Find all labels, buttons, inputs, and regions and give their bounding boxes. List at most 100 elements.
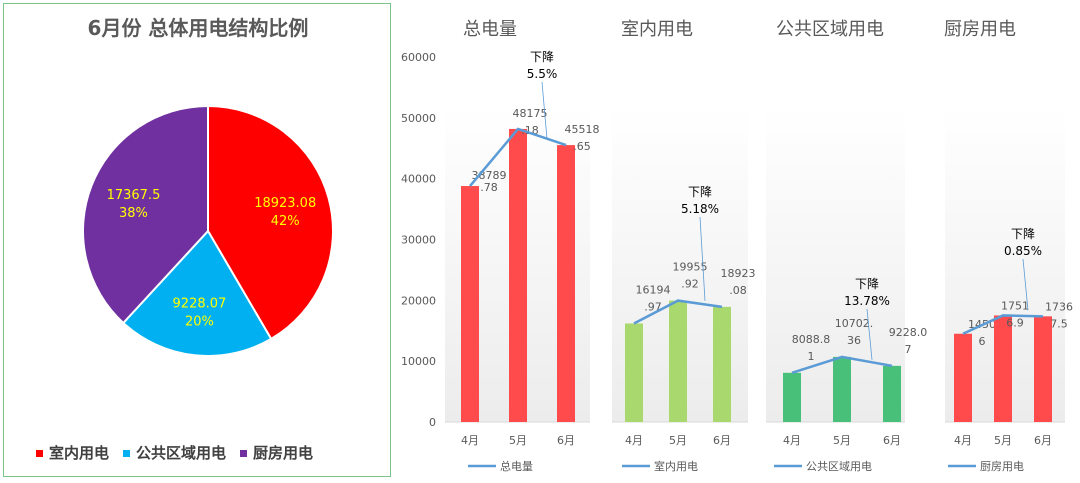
legend-swatch	[36, 450, 43, 457]
panel-title: 室内用电	[621, 19, 693, 40]
x-tick-label: 4月	[783, 434, 801, 447]
panel-title: 厨房用电	[944, 19, 1016, 40]
slice-value-label: 17367.5	[107, 188, 161, 203]
trend-line	[791, 355, 893, 374]
data-label: 48175	[513, 107, 548, 120]
change-note: 5.5%	[527, 67, 558, 81]
x-tick-label: 6月	[883, 434, 901, 447]
panel-title: 公共区域用电	[776, 19, 884, 40]
data-label: .78	[480, 181, 498, 194]
note-leader-line	[1022, 258, 1029, 311]
x-tick-label: 5月	[994, 434, 1012, 447]
pie-chart: 18923.08 42% 9228.07 20% 17367.5 38%	[82, 104, 334, 357]
data-label: 6.9	[1006, 316, 1024, 329]
legend-label: 室内用电	[654, 459, 698, 473]
slice-percent-label: 42%	[271, 214, 300, 229]
data-label: 38789	[472, 169, 507, 182]
bar	[509, 128, 527, 422]
y-tick-label: 60000	[401, 51, 436, 64]
x-tick-label: 6月	[557, 434, 575, 447]
panel-background	[445, 105, 590, 422]
bar	[994, 315, 1012, 422]
data-label: .65	[573, 140, 591, 153]
legend-item: 室内用电	[36, 442, 109, 463]
x-tick-label: 6月	[1034, 434, 1052, 447]
data-label: 9228.0	[889, 326, 928, 339]
data-label: .92	[681, 278, 699, 291]
legend-item: 厨房用电	[240, 442, 313, 463]
legend-label: 总电量	[500, 459, 533, 473]
x-tick-label: 4月	[954, 434, 972, 447]
pie-slice	[82, 104, 209, 325]
data-label: 1	[808, 350, 815, 363]
legend-swatch	[240, 450, 248, 457]
data-label: 8088.8	[792, 333, 831, 346]
legend-swatch	[123, 450, 131, 457]
x-tick-label: 4月	[461, 434, 479, 447]
pie-title: 6月份 总体用电结构比例	[87, 16, 309, 40]
data-label: 6	[979, 335, 986, 348]
x-tick-label: 5月	[833, 434, 851, 447]
data-label: .18	[521, 124, 539, 137]
trend-line	[962, 314, 1044, 335]
bar	[713, 306, 731, 422]
legend-label: 公共区域用电	[806, 460, 872, 473]
change-note: 下降	[1011, 227, 1035, 241]
slice-percent-label: 38%	[119, 206, 148, 221]
trend-line	[633, 299, 723, 325]
panel-background	[612, 105, 748, 422]
data-label: 1751	[1001, 299, 1029, 312]
pie-chart-panel: 6月份 总体用电结构比例 18923.08 42% 9228.07 20% 17367.…	[3, 3, 391, 477]
note-leader-line	[541, 81, 548, 140]
data-label: .08	[729, 284, 747, 297]
change-note: 5.18%	[681, 202, 719, 216]
x-tick-label: 4月	[625, 434, 643, 447]
legend-item: 公共区域用电	[123, 442, 226, 463]
slice-value-label: 18923.08	[254, 196, 316, 211]
bar	[954, 333, 972, 422]
y-tick-label: 40000	[401, 173, 436, 186]
bar	[669, 300, 687, 422]
x-tick-label: 5月	[509, 434, 527, 447]
bar	[833, 356, 851, 422]
pie-slice	[207, 104, 334, 341]
x-tick-label: 6月	[713, 434, 731, 447]
data-label: 45518	[565, 123, 600, 136]
slice-percent-label: 20%	[185, 315, 214, 330]
data-label: .97	[644, 300, 662, 313]
x-tick-label: 5月	[669, 434, 687, 447]
pie-legend: 室内用电 公共区域用电 厨房用电	[36, 442, 313, 463]
slice-value-label: 9228.07	[173, 297, 227, 312]
change-note: 下降	[855, 277, 879, 291]
change-note: 下降	[688, 185, 712, 199]
trend-line	[469, 127, 567, 187]
legend-label: 室内用电	[49, 444, 110, 462]
panel-background	[766, 105, 905, 422]
change-note: 0.85%	[1004, 244, 1042, 258]
data-label: 1736	[1045, 300, 1073, 313]
data-label: 19955	[673, 261, 708, 274]
y-tick-label: 50000	[401, 112, 436, 125]
legend-label: 厨房用电	[980, 460, 1024, 473]
y-tick-label: 30000	[401, 234, 436, 247]
data-label: 18923	[721, 267, 756, 280]
bar	[883, 365, 901, 422]
note-leader-line	[866, 308, 873, 360]
data-label: 1450	[968, 318, 996, 331]
y-tick-label: 20000	[401, 294, 436, 307]
panel-background	[945, 105, 1065, 422]
bar	[461, 186, 479, 422]
data-label: 7	[905, 343, 912, 356]
change-note: 下降	[530, 50, 554, 64]
legend-label: 公共区域用电	[136, 444, 227, 462]
data-label: 16194	[636, 283, 671, 296]
bar	[783, 372, 801, 422]
pie-slice	[121, 229, 273, 357]
bar	[625, 323, 643, 422]
bar	[1034, 316, 1052, 422]
panel-title: 总电量	[463, 19, 517, 40]
change-note: 13.78%	[844, 294, 890, 308]
bar	[557, 145, 575, 422]
data-label: 36	[847, 334, 861, 347]
legend-label: 厨房用电	[253, 444, 314, 462]
